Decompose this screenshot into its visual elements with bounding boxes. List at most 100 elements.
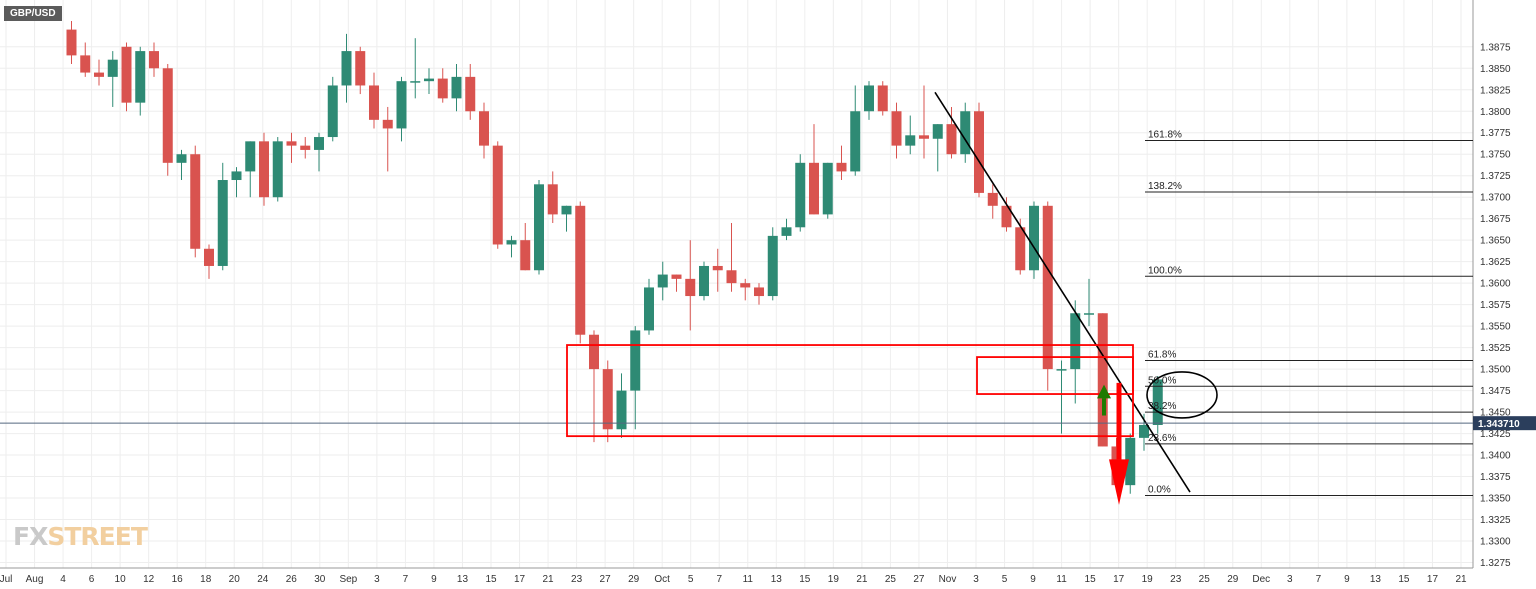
candle-up	[932, 124, 943, 139]
candle-down	[946, 124, 957, 155]
candle-down	[575, 205, 586, 335]
x-tick-label: 21	[856, 574, 868, 585]
symbol-label: GBP/USD	[4, 6, 62, 21]
candle-down	[1015, 227, 1026, 271]
x-tick-label: Dec	[1252, 574, 1270, 585]
candle-down	[492, 145, 503, 245]
candle-down	[919, 135, 929, 139]
candle-down	[437, 78, 448, 99]
plot-area	[0, 0, 1473, 568]
x-tick-label: 11	[1056, 574, 1067, 585]
y-tick-label: 1.3350	[1480, 494, 1511, 505]
fib-level-label: 38.2%	[1148, 401, 1176, 412]
candle-up	[1056, 369, 1067, 371]
candle-up	[1084, 313, 1094, 315]
candle-down	[726, 270, 737, 284]
fib-level-label: 61.8%	[1148, 350, 1176, 361]
y-tick-label: 1.3525	[1480, 343, 1511, 354]
x-tick-label: 24	[257, 574, 269, 585]
x-tick-label: 26	[286, 574, 298, 585]
candle-up	[561, 205, 572, 215]
x-tick-label: 11	[743, 574, 754, 585]
candle-up	[699, 265, 709, 297]
candle-down	[809, 162, 819, 215]
x-tick-label: 20	[229, 574, 241, 585]
candle-down	[891, 111, 902, 146]
y-tick-label: 1.3475	[1480, 386, 1511, 397]
y-tick-label: 1.3775	[1480, 128, 1511, 139]
candle-down	[987, 192, 998, 206]
fib-level-label: 0.0%	[1148, 484, 1171, 495]
candle-up	[1152, 379, 1163, 425]
candle-up	[864, 85, 874, 112]
y-tick-label: 1.3800	[1480, 107, 1511, 118]
y-tick-label: 1.3875	[1480, 42, 1511, 53]
candle-up	[1125, 437, 1136, 486]
x-tick-label: Sep	[339, 574, 357, 585]
candle-down	[671, 274, 682, 279]
x-tick-label: 4	[60, 574, 66, 585]
candle-up	[960, 111, 971, 155]
candle-up	[451, 76, 462, 99]
candle-up	[217, 180, 228, 266]
candle-up	[905, 135, 916, 146]
y-tick-label: 1.3300	[1480, 537, 1511, 548]
candle-down	[685, 278, 696, 297]
candle-down	[94, 72, 104, 77]
fib-level-label: 161.8%	[1148, 129, 1182, 140]
x-tick-label: 3	[973, 574, 979, 585]
x-tick-label: 17	[1427, 574, 1439, 585]
watermark-fx: FX	[13, 522, 48, 551]
x-tick-label: 23	[1170, 574, 1182, 585]
x-tick-label: 29	[1227, 574, 1239, 585]
candle-down	[589, 334, 599, 370]
y-tick-label: 1.3575	[1480, 300, 1511, 311]
y-tick-label: 1.3450	[1480, 408, 1511, 419]
x-tick-label: 15	[485, 574, 497, 585]
candle-up	[616, 390, 627, 430]
x-tick-label: 27	[600, 574, 612, 585]
candle-down	[877, 85, 888, 112]
x-tick-label: 7	[1316, 574, 1322, 585]
y-tick-label: 1.3750	[1480, 150, 1511, 161]
candle-down	[740, 283, 751, 288]
y-tick-label: 1.3825	[1480, 85, 1511, 96]
candle-down	[974, 111, 984, 193]
red-arrow-head	[1109, 459, 1129, 505]
x-tick-label: 5	[688, 574, 694, 585]
candle-up	[1029, 205, 1039, 271]
y-tick-label: 1.3700	[1480, 193, 1511, 204]
candle-down	[162, 68, 173, 163]
candle-down	[712, 265, 723, 271]
x-tick-label: Jul	[0, 574, 12, 585]
trend-line	[934, 91, 1191, 493]
candle-down	[355, 51, 366, 86]
candle-up	[341, 51, 352, 86]
candle-up	[850, 111, 861, 172]
y-tick-label: 1.3725	[1480, 171, 1511, 182]
x-tick-label: 13	[457, 574, 469, 585]
candle-down	[190, 154, 201, 249]
candle-up	[424, 78, 434, 82]
x-tick-label: 10	[115, 574, 127, 585]
candle-up	[630, 330, 641, 391]
x-tick-label: Nov	[939, 574, 957, 585]
candle-up	[314, 137, 324, 150]
candle-down	[479, 111, 489, 146]
y-tick-label: 1.3600	[1480, 279, 1511, 290]
x-tick-label: 3	[374, 574, 380, 585]
candle-up	[107, 59, 118, 77]
candle-down	[602, 369, 613, 430]
ellipse-annotation	[1146, 371, 1218, 419]
y-tick-label: 1.3375	[1480, 472, 1511, 483]
candle-up	[657, 274, 668, 288]
range-box-small	[976, 356, 1134, 395]
y-tick-label: 1.3275	[1480, 558, 1511, 569]
candle-up	[795, 162, 806, 228]
candle-down	[520, 240, 531, 271]
x-tick-label: 19	[1142, 574, 1154, 585]
last-price-value: 1.343710	[1478, 419, 1520, 430]
x-tick-label: 19	[828, 574, 840, 585]
candle-down	[369, 85, 379, 120]
x-tick-label: 17	[1113, 574, 1125, 585]
